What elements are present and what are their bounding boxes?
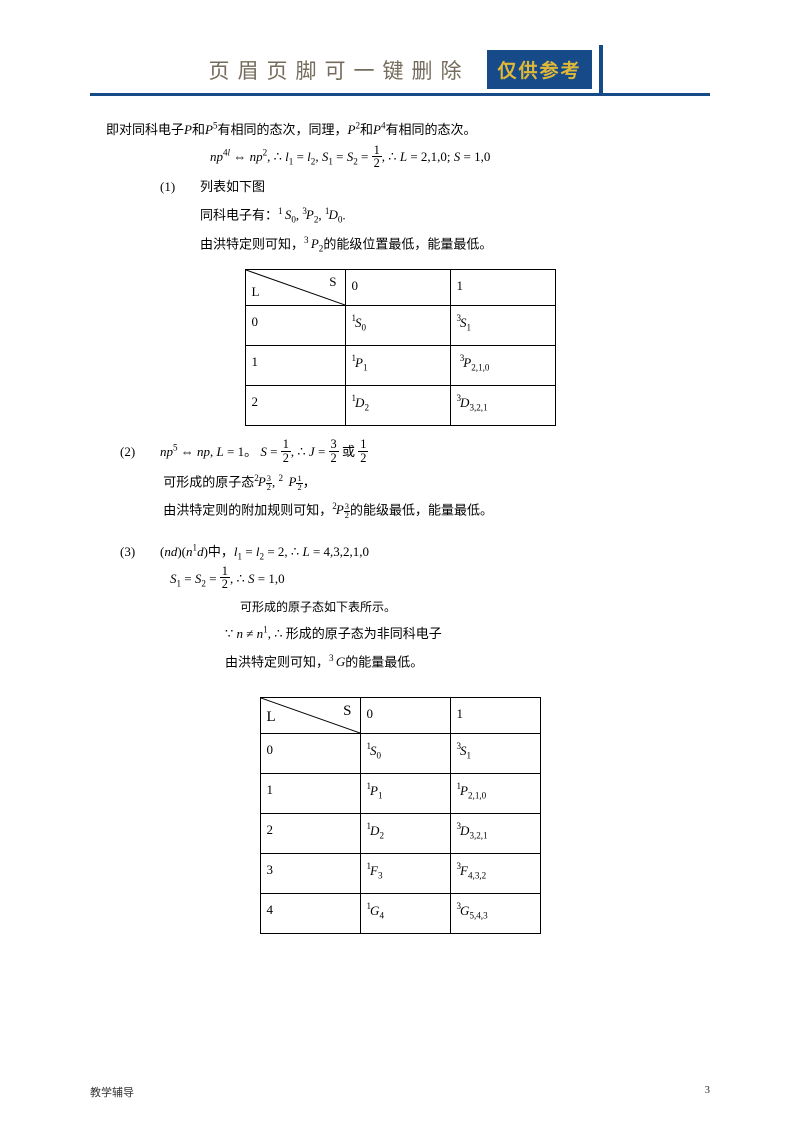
table-row: 1 1P1 3P2,1,0: [245, 346, 555, 386]
header-title: 页眉页脚可一键删除: [208, 55, 469, 85]
table-1: L S 0 1 0 1S0 3S1 1 1P1 3P2,1,0 2 1D2 3D…: [245, 269, 556, 426]
item-1-line-2: 同科电子有：1 S0, 3P2, 1D0.: [200, 203, 710, 228]
table-header-diag: L S: [245, 270, 345, 306]
item-2-num: (2): [120, 440, 160, 463]
col-header: 0: [360, 698, 450, 734]
table-row: 0 1S0 3S1: [245, 306, 555, 346]
col-header: 1: [450, 270, 555, 306]
item-3-line-4: ∵ n ≠ n1, ∴ 形成的原子态为非同科电子: [225, 622, 710, 645]
table-row: 21D23D3,2,1: [260, 814, 540, 854]
item-3-line-5: 由洪特定则可知，3 G的能量最低。: [225, 650, 710, 674]
header-box: 仅供参考: [487, 50, 591, 89]
table-row: 41G43G5,4,3: [260, 894, 540, 934]
item-3-line-3: 可形成的原子态如下表所示。: [240, 597, 710, 619]
item-3-eq: (nd)(n1d)中，l1 = l2 = 2, ∴ L = 4,3,2,1,0: [160, 540, 710, 563]
header-divider: [599, 45, 603, 94]
footer-page-number: 3: [705, 1084, 711, 1100]
col-header: 0: [345, 270, 450, 306]
item-1-num: (1): [160, 175, 200, 198]
item-3-line-2: S1 = S2 = 12, ∴ S = 1,0: [170, 567, 710, 593]
item-2-eq: np5 ⇔ np, L = 1。 S = 12, ∴ J = 32 或 12: [160, 440, 710, 466]
table-header-diag: L S: [260, 698, 360, 734]
item-1-line-1: 列表如下图: [200, 175, 710, 198]
table-row: L S 0 1: [260, 698, 540, 734]
table-row: 11P11P2,1,0: [260, 774, 540, 814]
table-2: L S 0 1 01S03S1 11P11P2,1,0 21D23D3,2,1 …: [260, 697, 541, 934]
item-1-line-3: 由洪特定则可知，3 P2的能级位置最低，能量最低。: [200, 232, 710, 257]
intro-text: 即对同科电子P和P5有相同的态次，同理，P2和P4有相同的态次。: [106, 118, 710, 141]
page-footer: 教学辅导 3: [90, 1084, 710, 1100]
table-row: 2 1D2 3D3,2,1: [245, 386, 555, 426]
item-3-num: (3): [120, 540, 160, 563]
col-header: 1: [450, 698, 540, 734]
table-row: L S 0 1: [245, 270, 555, 306]
item-2-line-3: 由洪特定则的附加规则可知，2P32的能级最低，能量最低。: [160, 498, 710, 522]
page-header: 页眉页脚可一键删除 仅供参考: [90, 50, 710, 96]
table-row: 31F33F4,3,2: [260, 854, 540, 894]
item-2-line-2: 可形成的原子态2P32, 2 P12，: [160, 470, 710, 494]
footer-left: 教学辅导: [90, 1084, 134, 1100]
eq-1: np4l ⇔ np2, ∴ l1 = l2, S1 = S2 = 12, ∴ L…: [210, 145, 710, 171]
table-row: 01S03S1: [260, 734, 540, 774]
